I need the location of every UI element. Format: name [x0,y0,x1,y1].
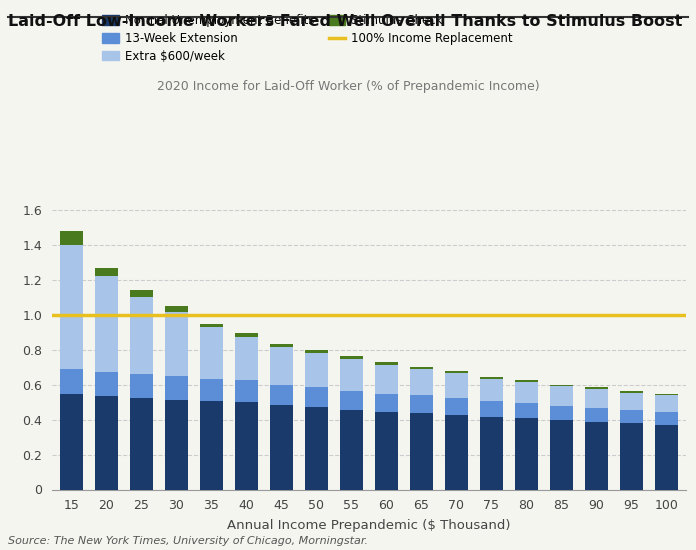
Bar [60,369,83,394]
Bar [655,412,678,425]
Text: Source: The New York Times, University of Chicago, Morningstar.: Source: The New York Times, University o… [8,536,368,546]
Bar [585,389,608,408]
Bar [480,417,503,490]
Bar [305,353,328,387]
Bar [270,347,293,384]
Bar [130,290,153,298]
Bar [235,380,258,402]
Bar [550,384,573,387]
Bar [200,379,223,402]
Bar [550,406,573,420]
Bar [235,333,258,337]
Bar [95,268,118,276]
Bar [340,410,363,490]
Bar [515,418,538,490]
Text: Laid-Off Low-Income Workers Fared Well Overall Thanks to Stimulus Boost: Laid-Off Low-Income Workers Fared Well O… [8,14,683,29]
Bar [165,306,188,312]
Bar [375,394,397,412]
Bar [340,356,363,359]
Text: 2020 Income for Laid-Off Worker (% of Prepandemic Income): 2020 Income for Laid-Off Worker (% of Pr… [157,80,539,93]
Bar [480,379,503,402]
X-axis label: Annual Income Prepandemic ($ Thousand): Annual Income Prepandemic ($ Thousand) [227,519,511,532]
Bar [585,422,608,490]
Bar [445,398,468,415]
Bar [410,395,433,412]
Bar [480,402,503,417]
Bar [165,312,188,376]
Bar [340,391,363,410]
Bar [375,412,397,490]
Bar [95,372,118,396]
Bar [165,399,188,490]
Bar [410,412,433,490]
Bar [340,359,363,391]
Bar [620,393,642,410]
Bar [375,362,397,365]
Bar [200,327,223,379]
Bar [410,367,433,369]
Bar [60,245,83,369]
Bar [200,402,223,490]
Bar [410,369,433,395]
Bar [130,374,153,398]
Bar [200,323,223,327]
Bar [60,231,83,245]
Bar [515,382,538,403]
Bar [270,344,293,347]
Bar [620,410,642,423]
Bar [480,377,503,379]
Bar [130,398,153,490]
Bar [235,337,258,380]
Bar [515,403,538,418]
Bar [95,276,118,372]
Bar [655,425,678,490]
Bar [585,387,608,389]
Legend: Normal Unemployment Benefits, 13-Week Extension, Extra $600/week, Stimulus Check: Normal Unemployment Benefits, 13-Week Ex… [102,14,512,63]
Bar [95,396,118,490]
Bar [235,402,258,490]
Bar [550,387,573,406]
Bar [655,394,678,395]
Bar [585,408,608,422]
Bar [445,415,468,490]
Bar [620,423,642,490]
Bar [60,394,83,490]
Bar [270,384,293,405]
Bar [305,350,328,353]
Bar [305,408,328,490]
Bar [305,387,328,408]
Bar [270,405,293,490]
Bar [445,373,468,398]
Bar [655,395,678,412]
Bar [515,381,538,382]
Bar [550,420,573,490]
Bar [130,298,153,374]
Bar [620,391,642,393]
Bar [375,365,397,394]
Bar [165,376,188,399]
Bar [445,371,468,373]
